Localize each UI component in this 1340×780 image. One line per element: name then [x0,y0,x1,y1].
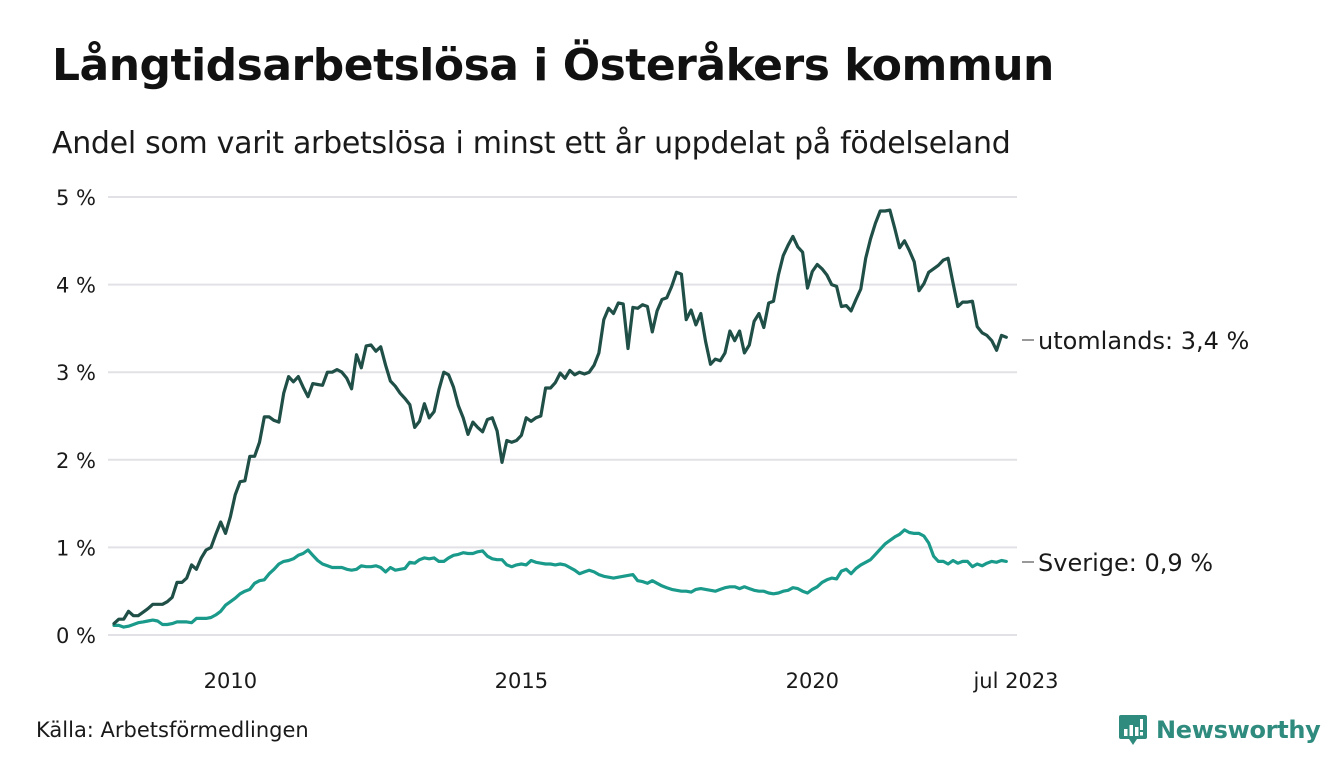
brand-name: Newsworthy [1156,716,1321,744]
end-label-sverige: Sverige: 0,9 % [1038,549,1213,577]
end-labels: utomlands: 3,4 % Sverige: 0,9 % [1022,327,1249,577]
gridlines [108,196,1017,636]
y-tick-label: 2 % [56,449,96,473]
source-note: Källa: Arbetsförmedlingen [36,718,309,742]
y-tick-label: 4 % [56,274,96,298]
newsworthy-chart-bubble-icon [1119,715,1147,745]
y-tick-label: 1 % [56,536,96,560]
newsworthy-logo[interactable]: Newsworthy [1118,713,1321,747]
series-lines [112,208,1008,629]
x-tick-label: jul 2023 [972,669,1058,693]
x-tick-label: 2010 [204,669,257,693]
y-tick-label: 5 % [56,186,96,210]
y-axis: 0 % 1 % 2 % 3 % 4 % 5 % [56,186,96,648]
end-label-utomlands: utomlands: 3,4 % [1038,327,1249,355]
y-tick-label: 3 % [56,361,96,385]
x-axis: 2010 2015 2020 jul 2023 [204,669,1059,693]
series-line-utomlands [112,208,1008,626]
x-tick-label: 2015 [495,669,548,693]
chart-title: Långtidsarbetslösa i Österåkers kommun [52,40,1054,91]
chart-subtitle: Andel som varit arbetslösa i minst ett å… [52,126,1011,161]
x-tick-label: 2020 [786,669,839,693]
series-line-sverige [112,528,1008,629]
y-tick-label: 0 % [56,624,96,648]
